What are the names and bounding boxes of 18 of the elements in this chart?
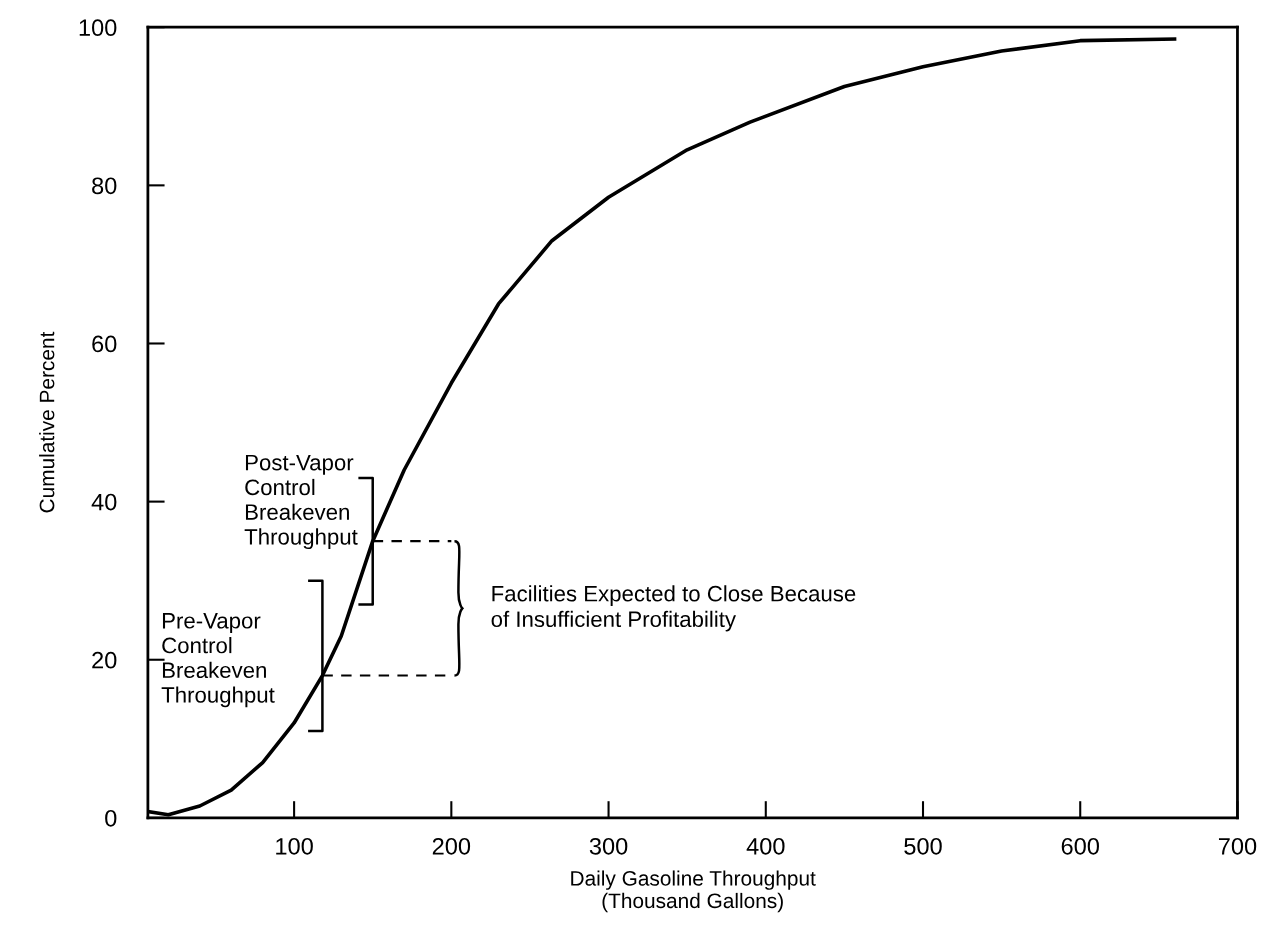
annotation: Pre-Vapor Control Breakeven Throughput (161, 613, 275, 708)
y-axis-title: Cumulative Percent (39, 331, 55, 513)
x-tick-label: 100 (276, 837, 313, 855)
y-tick-label: 20 (92, 651, 117, 669)
x-tick-label: 200 (432, 837, 471, 855)
x-tick-label: 600 (1061, 837, 1100, 855)
x-axis-title: Daily Gasoline Throughput (Thousand Gallons) (571, 870, 816, 913)
y-tick-label: 100 (79, 19, 117, 37)
annotation: Facilities Expected to Close Because of Insufficient Profitability (491, 585, 856, 632)
y-tick-label: 80 (92, 177, 117, 195)
y-tick-label: 60 (92, 335, 117, 353)
y-tick-label: 40 (91, 493, 117, 511)
annotation: Post-Vapor Control Breakeven Throughput (244, 454, 358, 550)
x-tick-label: 400 (746, 837, 785, 855)
x-tick-label: 700 (1218, 837, 1257, 855)
y-tick-label: 0 (105, 809, 117, 827)
x-tick-label: 300 (589, 837, 628, 855)
x-tick-label: 500 (904, 837, 942, 855)
